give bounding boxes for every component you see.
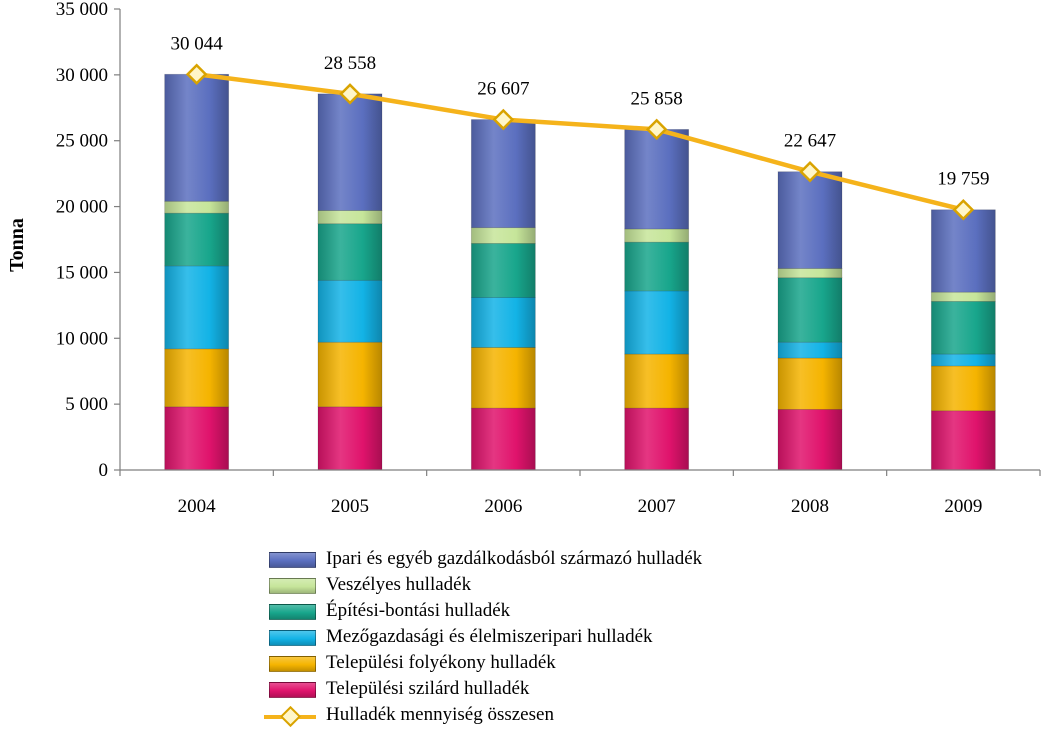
legend-label: Hulladék mennyiség összesen: [326, 704, 554, 725]
bar-segment: [777, 277, 843, 343]
total-line: 30 044 28 558 26 607 25 858 22 647 19 759: [171, 33, 989, 221]
bar-segment: [930, 365, 996, 412]
total-point-marker: [952, 198, 975, 221]
bar-segment: [930, 410, 996, 471]
bar-segment: [317, 341, 383, 408]
bar-segment: [624, 290, 690, 355]
y-tick-label: 10 000: [56, 328, 108, 349]
y-tick-label: 25 000: [56, 131, 108, 152]
y-axis: 0 5 000 10 000 15 000 20 000 25 000 30 000 35 0…: [56, 0, 121, 481]
bar-segment: [930, 209, 996, 293]
x-tick-label: 2005: [331, 496, 369, 517]
bar-segment: [470, 243, 536, 298]
x-tick-label: 2006: [484, 496, 522, 517]
bar-segment: [624, 353, 690, 409]
y-tick-label: 15 000: [56, 262, 108, 283]
bar-segment: [930, 301, 996, 355]
bar-segment: [164, 200, 230, 214]
bar-segment: [164, 73, 230, 202]
waste-chart: 0 5 000 10 000 15 000 20 000 25 000 30 000 35 0…: [6, 0, 1041, 517]
bar-segment: [624, 228, 690, 243]
bar-segment: [624, 241, 690, 292]
legend-swatch: [269, 682, 316, 698]
bar-segment: [317, 223, 383, 281]
bar-segment: [470, 119, 536, 229]
y-tick-label: 30 000: [56, 65, 108, 86]
bar-segment: [317, 279, 383, 343]
bar-segment: [777, 409, 843, 471]
total-point-marker: [185, 63, 208, 86]
legend-swatch: [269, 604, 316, 620]
legend-swatch: [269, 552, 316, 568]
bar-segment: [470, 347, 536, 409]
x-axis: 2004 2005 2006 2007 2008 2009: [119, 469, 1041, 517]
total-data-label: 30 044: [171, 33, 224, 54]
bar-segment: [164, 406, 230, 471]
total-data-label: 28 558: [324, 53, 376, 74]
bar-segment: [317, 93, 383, 211]
total-data-label: 19 759: [937, 169, 989, 190]
bar-segment: [930, 291, 996, 302]
total-data-label: 26 607: [477, 79, 529, 100]
total-data-label: 22 647: [784, 131, 836, 152]
legend-label: Építési-bontási hulladék: [326, 600, 511, 621]
legend-swatch: [269, 630, 316, 646]
bar-segment: [930, 353, 996, 367]
bar-segment: [470, 407, 536, 471]
bar-segment: [777, 341, 843, 359]
total-point-marker: [492, 108, 515, 131]
total-series-line: [196, 72, 964, 212]
bar-segment: [164, 348, 230, 408]
bar-segment: [777, 268, 843, 279]
bar-segment: [777, 171, 843, 269]
legend-swatch: [269, 578, 316, 594]
y-tick-label: 20 000: [56, 197, 108, 218]
total-point-marker: [645, 118, 668, 141]
legend-swatch: [269, 656, 316, 672]
legend-label: Ipari és egyéb gazdálkodásból származó h…: [326, 548, 703, 569]
x-tick-label: 2007: [638, 496, 676, 517]
legend-label: Veszélyes hulladék: [326, 574, 472, 595]
bar-segment: [624, 407, 690, 471]
total-data-label: 25 858: [631, 88, 683, 109]
total-point-marker: [799, 160, 821, 183]
x-tick-label: 2004: [178, 496, 217, 517]
legend-label: Települési folyékony hulladék: [326, 652, 556, 673]
bar-segment: [164, 265, 230, 350]
legend-label: Települési szilárd hulladék: [326, 678, 530, 699]
bar-segment: [317, 210, 383, 225]
legend-label: Mezőgazdasági és élelmiszeripari hulladé…: [326, 626, 653, 647]
bar-segment: [470, 297, 536, 348]
x-tick-label: 2009: [944, 496, 982, 517]
y-axis-label: Tonna: [6, 218, 28, 272]
bar-segment: [624, 129, 690, 230]
x-tick-label: 2008: [791, 496, 829, 517]
y-tick-label: 35 000: [56, 0, 108, 20]
bar-segment: [164, 212, 230, 267]
bar-segment: [777, 357, 843, 410]
legend-diamond-icon: [279, 705, 302, 728]
y-tick-label: 5 000: [65, 394, 108, 415]
total-point-marker: [339, 83, 361, 105]
bars: [164, 73, 996, 471]
bar-segment: [470, 227, 536, 244]
y-tick-label: 0: [99, 460, 109, 481]
bar-segment: [317, 406, 383, 471]
